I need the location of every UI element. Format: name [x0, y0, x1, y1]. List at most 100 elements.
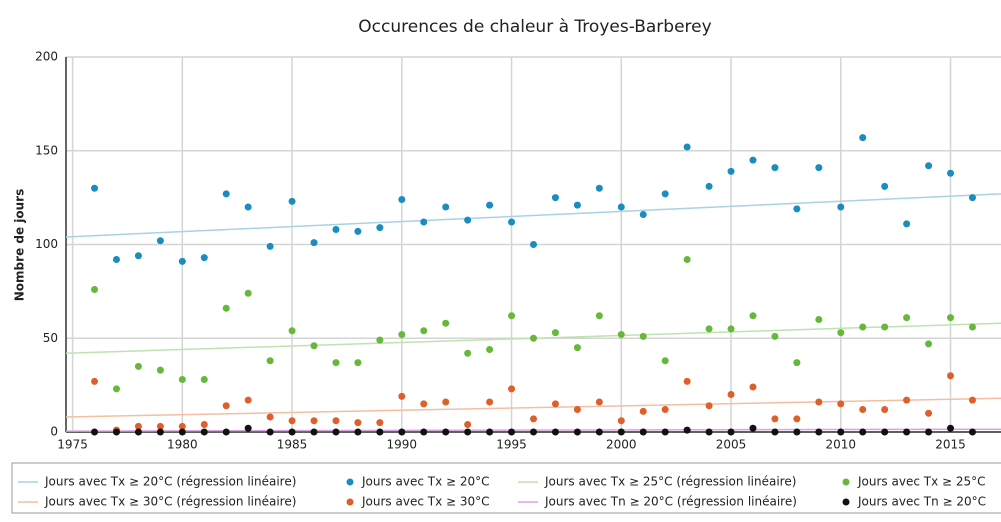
point: [661, 428, 669, 436]
point: [815, 398, 823, 406]
point: [968, 194, 976, 202]
point: [332, 359, 340, 367]
point: [793, 205, 801, 213]
point: [222, 190, 230, 198]
point: [639, 332, 647, 340]
chart-title: Occurences de chaleur à Troyes-Barberey: [358, 17, 711, 37]
point: [793, 359, 801, 367]
point: [705, 428, 713, 436]
point: [947, 314, 955, 322]
x-tick-label: 1985: [277, 438, 308, 452]
legend-label: Jours avec Tx ≥ 20°C (régression linéair…: [44, 475, 296, 489]
point: [859, 323, 867, 331]
point: [464, 216, 472, 224]
point: [486, 398, 494, 406]
point: [288, 327, 296, 335]
point: [442, 398, 450, 406]
regression-line: [65, 193, 1001, 238]
point: [837, 203, 845, 211]
point: [376, 224, 384, 232]
point: [244, 203, 252, 211]
point: [222, 304, 230, 312]
point: [156, 366, 164, 374]
point: [134, 428, 142, 436]
legend-swatch: [842, 498, 850, 506]
point: [332, 417, 340, 425]
point: [903, 396, 911, 404]
x-tick-label: 1995: [496, 438, 527, 452]
point: [288, 428, 296, 436]
point: [134, 422, 142, 430]
regression-line: [65, 397, 1001, 418]
point: [332, 428, 340, 436]
point: [200, 254, 208, 262]
point: [420, 218, 428, 226]
point: [112, 385, 120, 393]
point: [551, 329, 559, 337]
point: [464, 421, 472, 428]
point: [639, 428, 647, 436]
point: [837, 329, 845, 337]
y-axis-label: Nombre de jours: [13, 189, 27, 301]
y-tick-label: 50: [43, 331, 58, 345]
point: [420, 428, 428, 436]
point: [859, 134, 867, 142]
point: [947, 424, 955, 432]
point: [771, 332, 779, 340]
point: [486, 201, 494, 209]
point: [617, 331, 625, 338]
point: [288, 417, 296, 425]
point: [881, 428, 889, 436]
point: [595, 184, 603, 192]
y-tick-label: 150: [35, 143, 58, 157]
point: [310, 342, 318, 350]
point: [244, 289, 252, 297]
point: [551, 400, 559, 408]
point: [705, 182, 713, 190]
point: [156, 237, 164, 245]
x-tick-label: 1990: [387, 438, 418, 452]
legend-label: Jours avec Tx ≥ 20°C: [361, 475, 490, 489]
point: [639, 407, 647, 415]
legend-swatch: [842, 478, 850, 486]
point: [595, 428, 603, 436]
point: [727, 428, 735, 436]
point: [617, 417, 625, 425]
point: [617, 428, 625, 436]
point: [815, 316, 823, 323]
point: [947, 372, 955, 380]
point: [661, 190, 669, 198]
point: [112, 256, 120, 263]
point: [178, 257, 186, 265]
legend-swatch: [346, 498, 354, 506]
point: [749, 312, 757, 320]
point: [771, 415, 779, 423]
point: [508, 312, 516, 320]
point: [508, 218, 516, 226]
x-tick-label: 1975: [57, 438, 88, 452]
point: [727, 391, 735, 398]
point: [464, 349, 472, 357]
point: [881, 406, 889, 413]
point: [683, 377, 691, 385]
y-tick-label: 200: [35, 50, 58, 64]
point: [244, 396, 252, 404]
point: [705, 402, 713, 410]
point: [881, 323, 889, 331]
point: [815, 428, 823, 436]
point: [771, 164, 779, 172]
point: [595, 398, 603, 406]
point: [683, 143, 691, 151]
point: [749, 156, 757, 164]
point: [112, 428, 120, 436]
legend-swatch: [346, 478, 354, 486]
point: [530, 428, 537, 436]
point: [266, 242, 274, 250]
y-tick-label: 0: [50, 425, 58, 439]
point: [266, 413, 274, 421]
point: [354, 419, 362, 427]
point: [968, 428, 976, 436]
point: [222, 428, 230, 436]
point: [464, 428, 472, 436]
